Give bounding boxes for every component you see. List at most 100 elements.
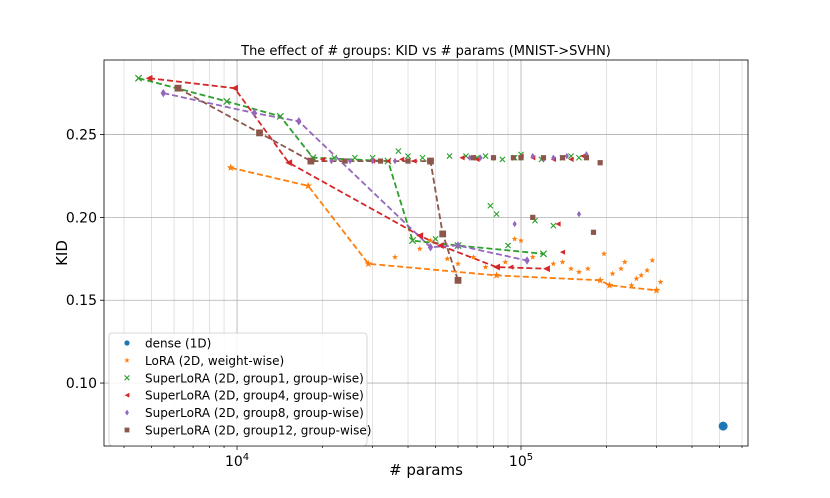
- y-tick-label: 0.15: [66, 293, 97, 309]
- legend-label-dense: dense (1D): [145, 337, 211, 351]
- point-lora: [601, 250, 607, 257]
- frontier-point-lora: [596, 276, 605, 284]
- x-tick-label: 104: [225, 452, 249, 470]
- point-g1: [482, 153, 489, 160]
- point-lora: [584, 265, 591, 272]
- point-g12: [583, 155, 590, 161]
- point-lora: [618, 265, 624, 272]
- point-g12: [530, 214, 536, 220]
- frontier-point-g4: [493, 263, 500, 271]
- frontier-line-g1: [138, 77, 544, 255]
- point-g12: [470, 155, 477, 161]
- point-g12: [540, 155, 547, 161]
- y-axis-label: KID: [53, 240, 71, 266]
- point-lora: [638, 272, 645, 278]
- point-g12: [597, 160, 603, 166]
- point-lora: [392, 254, 398, 260]
- point-lora: [609, 270, 616, 277]
- frontier-point-g12: [174, 84, 182, 92]
- point-lora: [568, 265, 574, 272]
- point-lora: [502, 258, 509, 265]
- point-g1: [419, 154, 426, 161]
- point-lora: [628, 282, 635, 288]
- point-lora: [511, 235, 518, 242]
- y-tick-label: 0.25: [66, 128, 97, 144]
- frontier-line-g4: [148, 77, 547, 270]
- frontier-point-lora: [304, 181, 313, 190]
- point-lora: [455, 260, 461, 267]
- point-g4: [474, 156, 480, 162]
- point-lora: [657, 278, 664, 285]
- point-g8: [347, 157, 353, 165]
- frontier-point-g1: [134, 74, 143, 82]
- frontier-point-g8: [296, 117, 302, 126]
- point-g12: [510, 155, 516, 161]
- frontier-line-g8: [163, 92, 528, 262]
- y-tick-label: 0.20: [66, 210, 97, 226]
- point-g8: [467, 154, 472, 161]
- point-g12: [518, 155, 524, 161]
- legend-label-g4: SuperLoRA (2D, group4, group-wise): [145, 389, 364, 403]
- point-g8: [370, 157, 375, 165]
- frontier-point-lora: [605, 281, 614, 289]
- plot-frame: [103, 59, 749, 447]
- frontier-point-g12: [439, 230, 447, 238]
- point-g1: [395, 148, 402, 155]
- point-lora: [518, 237, 524, 244]
- point-g8: [564, 152, 569, 160]
- point-g8: [512, 220, 517, 228]
- frontier-point-lora: [492, 271, 501, 279]
- point-g8: [551, 154, 556, 161]
- frontier-point-g8: [455, 241, 461, 250]
- frontier-line-lora: [230, 166, 657, 292]
- frontier-point-lora: [226, 163, 235, 171]
- point-g1: [446, 153, 453, 160]
- point-g8: [392, 157, 398, 165]
- point-g4: [411, 158, 417, 164]
- grid: [104, 60, 748, 446]
- frontier-point-g12: [256, 129, 263, 137]
- point-g1: [351, 154, 358, 161]
- legend-marker-g8: [125, 409, 129, 416]
- axis-ticks: 0.10 0.15 0.20 0.25 104 105: [66, 128, 743, 470]
- legend-marker-lora: [124, 357, 130, 363]
- point-lora: [529, 254, 536, 260]
- frontier-lines: [138, 77, 657, 292]
- legend-marker-g4: [124, 392, 130, 398]
- point-g4: [385, 158, 391, 164]
- frontier-point-g12: [454, 276, 462, 284]
- frontier-point-g4: [416, 232, 424, 240]
- frontier-point-g8: [160, 88, 167, 98]
- legend-marker-g12: [124, 427, 130, 433]
- point-g8: [584, 151, 589, 158]
- point-lora: [621, 258, 628, 265]
- point-g12: [490, 155, 497, 161]
- frontier-point-g8: [524, 256, 530, 265]
- point-g1: [499, 156, 506, 163]
- point-g12: [559, 155, 566, 161]
- point-g12: [342, 158, 348, 164]
- point-g8: [530, 152, 535, 160]
- point-dense: [718, 421, 728, 431]
- point-g4: [568, 156, 574, 162]
- legend-label-g12: SuperLoRA (2D, group12, group-wise): [145, 424, 371, 438]
- legend-label-g1: SuperLoRA (2D, group1, group-wise): [145, 371, 364, 385]
- point-lora: [416, 245, 423, 252]
- point-g4: [555, 221, 561, 227]
- legend-label-g8: SuperLoRA (2D, group8, group-wise): [145, 406, 364, 420]
- point-lora: [470, 254, 477, 260]
- y-tick-label: 0.10: [66, 376, 97, 392]
- point-g1: [405, 153, 411, 160]
- point-lora: [482, 263, 489, 270]
- frontier-point-g4: [543, 265, 550, 273]
- frontier-point-g8: [427, 242, 434, 252]
- legend: dense (1D) LoRA (2D, weight-wise) SuperLoR…: [108, 332, 371, 446]
- frontier-point-g1: [223, 97, 231, 106]
- frontier-point-g1: [276, 112, 284, 120]
- frontier-point-g4: [436, 242, 444, 249]
- legend-marker-dense: [124, 340, 130, 346]
- frontier-line-g12: [177, 87, 459, 281]
- data-points: [134, 74, 728, 431]
- point-g1: [550, 222, 557, 229]
